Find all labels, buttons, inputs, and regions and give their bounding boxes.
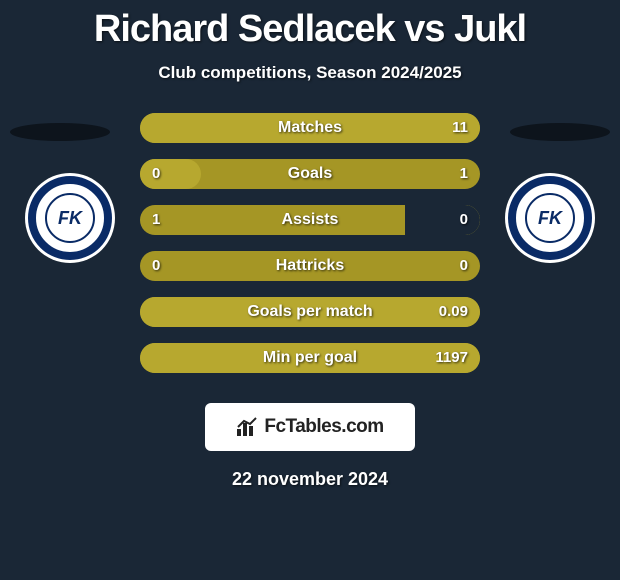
comparison-area: FK FK Matches11 Goals01 Assists10 Hattricks…: [0, 113, 620, 393]
crest-ring-icon: FK: [508, 176, 592, 260]
stat-bars: Matches11 Goals01 Assists10 Hattricks0 0 Goal…: [140, 113, 480, 389]
chart-icon: [236, 417, 258, 437]
stat-row: Goals01: [140, 159, 480, 189]
date-label: 22 november 2024: [0, 469, 620, 490]
bar-fill-right: [140, 113, 480, 143]
bar-fill-left: [140, 159, 201, 189]
stat-label: Hattricks: [140, 251, 480, 281]
player-shadow-right: [510, 123, 610, 141]
crest-ring-icon: FK: [28, 176, 112, 260]
crest-text: FK: [525, 193, 575, 243]
stat-row: Hattricks0 0: [140, 251, 480, 281]
bar-fill-right: [140, 343, 480, 373]
stat-value-right: 1: [460, 159, 468, 189]
stat-row: Assists10: [140, 205, 480, 235]
club-crest-right: FK: [505, 173, 595, 263]
stat-value-left: 1: [152, 205, 160, 235]
brand-text: FcTables.com: [264, 416, 383, 438]
bar-dark-segment: [405, 205, 480, 235]
subtitle: Club competitions, Season 2024/2025: [0, 63, 620, 83]
stat-value-right: 0: [460, 251, 468, 281]
stat-row: Matches11: [140, 113, 480, 143]
player-shadow-left: [10, 123, 110, 141]
stat-row: Goals per match0.09: [140, 297, 480, 327]
brand-badge: FcTables.com: [205, 403, 415, 451]
stat-value-left: 0: [152, 251, 160, 281]
page-title: Richard Sedlacek vs Jukl: [0, 0, 620, 51]
bar-fill-right: [140, 297, 480, 327]
club-crest-left: FK: [25, 173, 115, 263]
comparison-card: Richard Sedlacek vs Jukl Club competitio…: [0, 0, 620, 580]
crest-text: FK: [45, 193, 95, 243]
stat-row: Min per goal1197: [140, 343, 480, 373]
